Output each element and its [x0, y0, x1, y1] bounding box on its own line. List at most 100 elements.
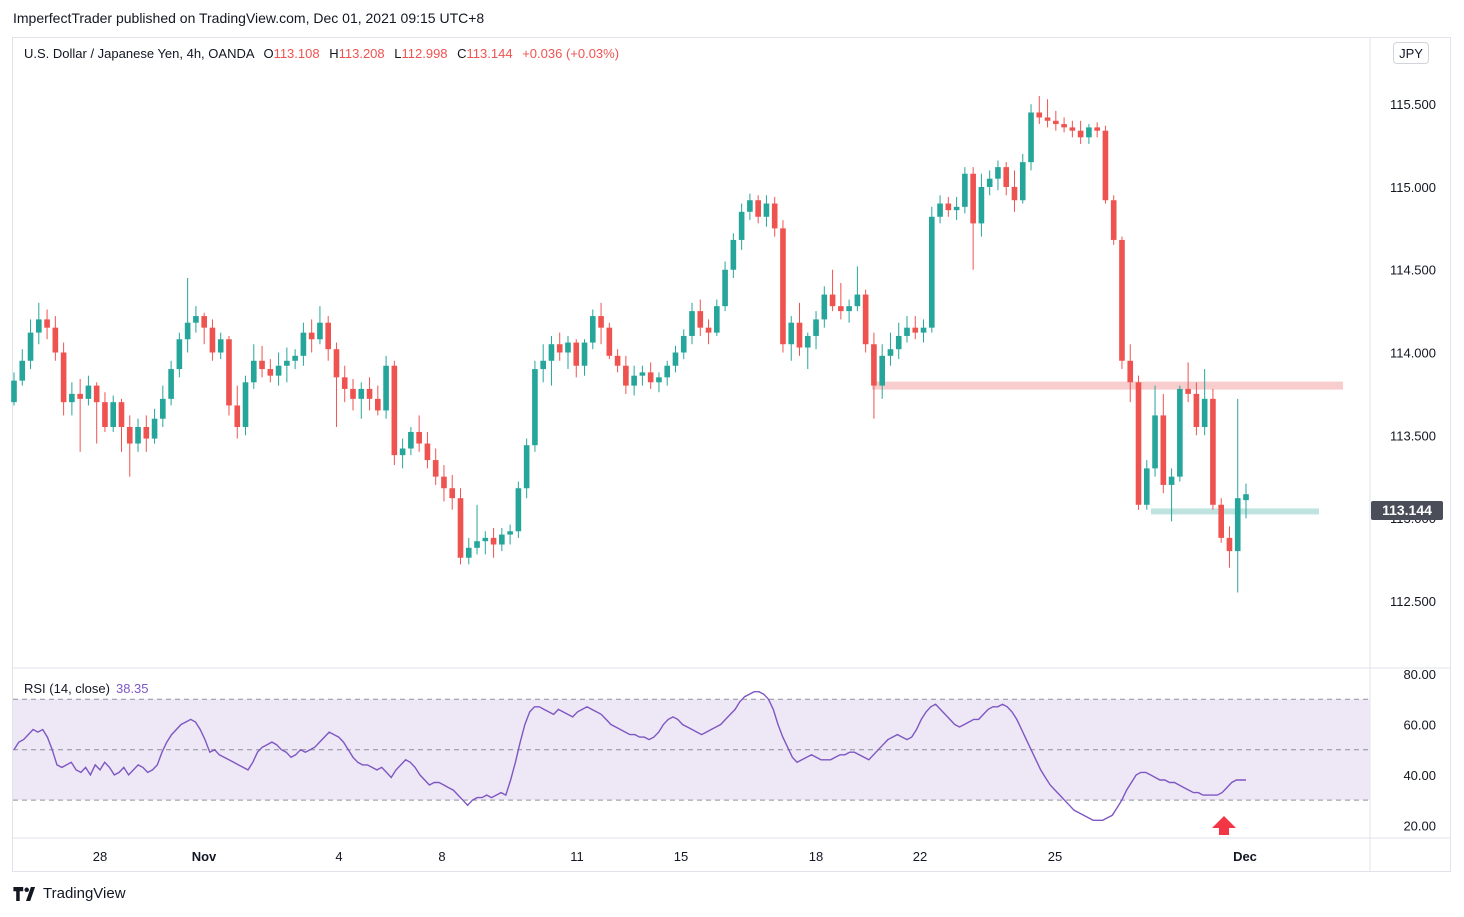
candle-body[interactable] [1044, 117, 1051, 121]
candle-body[interactable] [44, 319, 50, 328]
candle-body[interactable] [796, 322, 803, 348]
currency-button[interactable]: JPY [1393, 42, 1429, 64]
candle-body[interactable] [738, 211, 745, 240]
candle-body[interactable] [1061, 124, 1067, 128]
candle-body[interactable] [804, 335, 811, 348]
candle-body[interactable] [126, 426, 133, 444]
candle-body[interactable] [614, 355, 621, 366]
candle-body[interactable] [904, 327, 910, 336]
candle-body[interactable] [341, 377, 348, 389]
candle-body[interactable] [317, 322, 323, 340]
candle-body[interactable] [35, 319, 42, 333]
candle-body[interactable] [556, 344, 563, 353]
candle-body[interactable] [656, 377, 662, 383]
candle-body[interactable] [647, 372, 654, 383]
rsi-line[interactable] [13, 691, 1246, 821]
candle-body[interactable] [449, 488, 456, 499]
candle-body[interactable] [1152, 415, 1158, 469]
candle-body[interactable] [838, 306, 844, 312]
candle-body[interactable] [333, 349, 340, 378]
candle-body[interactable] [19, 360, 26, 381]
candle-body[interactable] [1127, 360, 1134, 383]
resistance-zone[interactable] [872, 381, 1343, 390]
candle-body[interactable] [639, 372, 646, 376]
candle-body[interactable] [722, 269, 728, 307]
candle-body[interactable] [27, 332, 34, 361]
candle-body[interactable] [995, 167, 1001, 179]
candle-body[interactable] [507, 531, 513, 535]
candle-body[interactable] [1028, 112, 1034, 163]
candle-body[interactable] [1102, 130, 1109, 201]
candle-body[interactable] [499, 534, 505, 545]
candle-body[interactable] [432, 460, 439, 477]
candle-body[interactable] [1053, 120, 1059, 125]
candle-body[interactable] [565, 342, 571, 353]
candle-body[interactable] [160, 398, 166, 419]
candle-body[interactable] [548, 344, 555, 361]
candle-body[interactable] [325, 322, 332, 350]
candle-body[interactable] [788, 322, 795, 345]
candle-body[interactable] [821, 294, 828, 320]
candle-body[interactable] [482, 537, 489, 542]
candle-body[interactable] [93, 385, 100, 403]
candle-body[interactable] [532, 369, 538, 446]
candle-body[interactable] [705, 327, 712, 333]
candle-body[interactable] [267, 369, 274, 376]
candle-body[interactable] [383, 365, 389, 411]
candle-body[interactable] [1210, 398, 1216, 505]
candle-body[interactable] [275, 365, 282, 376]
candle-body[interactable] [780, 228, 786, 345]
candle-body[interactable] [176, 339, 183, 370]
candle-body[interactable] [747, 200, 753, 212]
candle-body[interactable] [284, 360, 290, 366]
candle-body[interactable] [598, 316, 604, 328]
candle-body[interactable] [209, 327, 216, 353]
candle-body[interactable] [1135, 382, 1142, 505]
candle-body[interactable] [52, 327, 59, 353]
candle-body[interactable] [118, 402, 125, 427]
candle-body[interactable] [862, 294, 869, 345]
candle-body[interactable] [201, 316, 207, 328]
candle-body[interactable] [1003, 167, 1010, 187]
candle-body[interactable] [441, 476, 447, 489]
candle-body[interactable] [912, 327, 919, 333]
candle-body[interactable] [1185, 388, 1191, 394]
candle-body[interactable] [978, 186, 985, 224]
candle-body[interactable] [151, 418, 158, 439]
candle-body[interactable] [308, 332, 315, 340]
candle-body[interactable] [986, 178, 993, 187]
symbol-title[interactable]: U.S. Dollar / Japanese Yen, 4h, OANDA [24, 46, 254, 61]
candle-body[interactable] [1094, 127, 1100, 131]
candle-body[interactable] [135, 426, 141, 444]
candle-body[interactable] [184, 322, 191, 340]
candle-body[interactable] [408, 431, 414, 449]
candle-body[interactable] [589, 316, 596, 343]
candle-body[interactable] [1226, 537, 1233, 552]
candle-body[interactable] [1177, 388, 1183, 477]
candle-body[interactable] [1110, 200, 1117, 240]
candle-body[interactable] [416, 431, 422, 444]
candle-body[interactable] [1168, 476, 1175, 485]
candle-body[interactable] [730, 239, 737, 270]
candle-body[interactable] [928, 216, 935, 328]
candle-body[interactable] [1201, 398, 1208, 427]
candle-body[interactable] [540, 360, 546, 370]
candle-body[interactable] [77, 393, 83, 399]
candle-body[interactable] [490, 537, 497, 545]
candle-body[interactable] [234, 405, 241, 427]
candle-body[interactable] [292, 355, 298, 361]
candle-body[interactable] [259, 360, 265, 370]
candle-body[interactable] [366, 388, 373, 399]
candle-body[interactable] [143, 426, 150, 439]
rsi-title[interactable]: RSI (14, close) [24, 681, 110, 696]
candle-body[interactable] [1119, 239, 1125, 361]
candle-body[interactable] [1086, 127, 1092, 138]
candle-body[interactable] [515, 488, 522, 532]
candle-body[interactable] [250, 360, 257, 383]
candle-body[interactable] [226, 339, 232, 406]
candle-body[interactable] [358, 388, 365, 399]
candle-body[interactable] [970, 173, 976, 224]
candle-body[interactable] [168, 369, 174, 399]
candle-body[interactable] [953, 206, 960, 211]
